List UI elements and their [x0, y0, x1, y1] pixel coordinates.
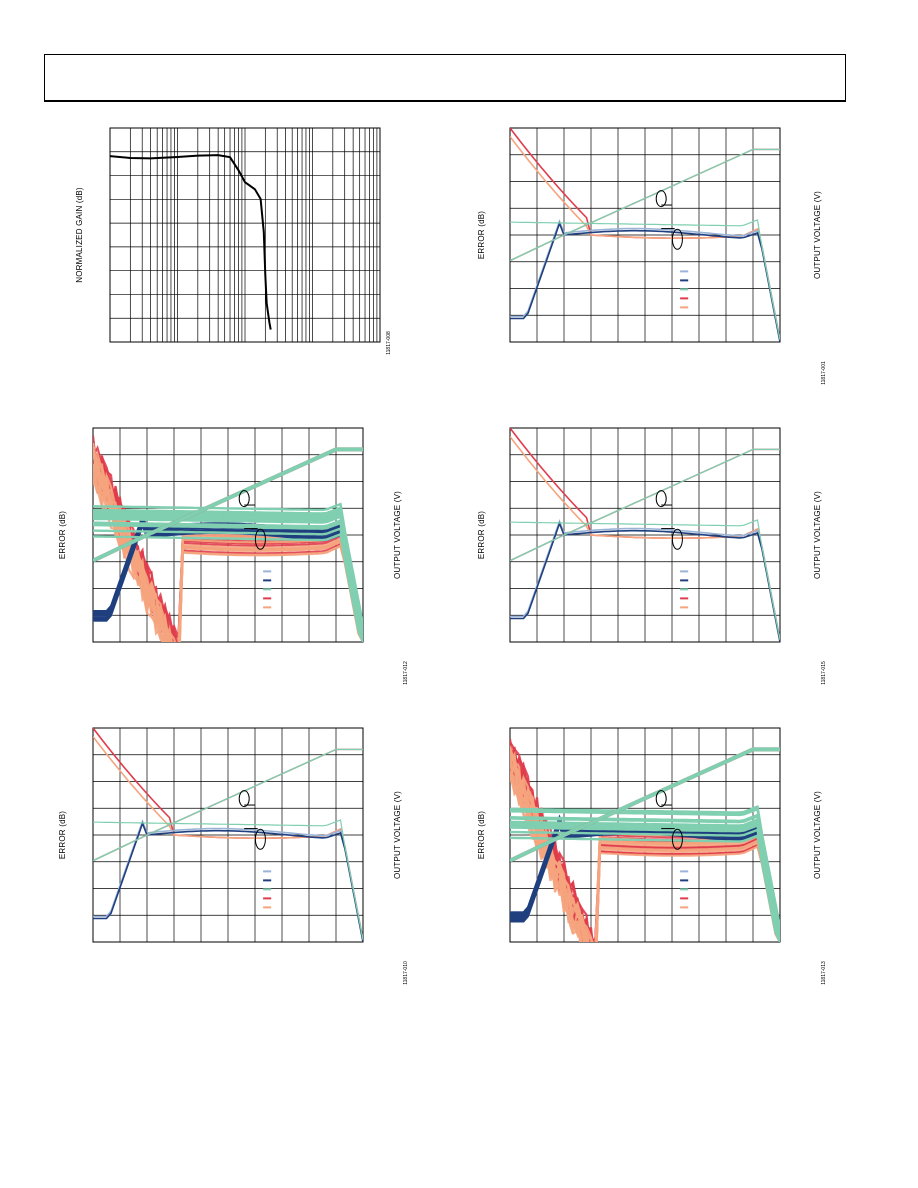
figure-id: 11817-015 [821, 661, 827, 685]
page-header-frame [44, 54, 846, 102]
series-line [510, 221, 780, 342]
series-line [93, 509, 363, 632]
series-line [510, 521, 780, 642]
series-line [93, 821, 363, 942]
y2-axis-label: OUTPUT VOLTAGE (V) [393, 791, 402, 879]
gain-curve [109, 154, 272, 330]
y-axis-label: NORMALIZED GAIN (dB) [75, 187, 84, 283]
figure-error-5: ERROR (dB) OUTPUT VOLTAGE (V) 11817-013 [470, 718, 840, 985]
y-axis-label: ERROR (dB) [477, 211, 486, 259]
series-group [93, 435, 363, 642]
series-line [510, 828, 780, 942]
chart-svg: ERROR (dB) OUTPUT VOLTAGE (V) 11817-010 [58, 727, 409, 985]
series-line [510, 519, 780, 641]
series-line [93, 819, 363, 941]
figure-id: 11817-008 [386, 331, 392, 355]
figure-id: 11817-001 [821, 361, 827, 385]
series-group [510, 738, 780, 942]
series-line [93, 442, 363, 642]
series-line [510, 805, 780, 927]
series-line [93, 506, 363, 628]
plot-area [509, 727, 781, 943]
chart-svg: ERROR (dB) OUTPUT VOLTAGE (V) 11817-015 [477, 427, 827, 685]
series-line [93, 508, 363, 630]
series-line [93, 473, 363, 642]
figure-id: 11817-013 [821, 961, 827, 985]
y2-axis-label: OUTPUT VOLTAGE (V) [813, 491, 822, 579]
series-line [93, 511, 363, 633]
annotation-ellipse-output [655, 190, 667, 208]
y2-axis-label: OUTPUT VOLTAGE (V) [813, 191, 822, 279]
plot-area [92, 727, 364, 943]
series-line [93, 736, 363, 941]
series-line [510, 807, 780, 929]
series-line [93, 515, 363, 637]
chart-svg: ERROR (dB) OUTPUT VOLTAGE (V) 11817-013 [477, 727, 827, 985]
series-line [510, 750, 780, 942]
figure-id: 11817-010 [403, 961, 409, 985]
plot-area [509, 127, 781, 343]
chart-svg: ERROR (dB) OUTPUT VOLTAGE (V) 11817-001 [477, 127, 827, 385]
y-axis-label: ERROR (dB) [58, 511, 67, 559]
figure-error-1: ERROR (dB) OUTPUT VOLTAGE (V) 11817-001 [470, 118, 840, 385]
figure-gain: NORMALIZED GAIN (dB) 11817-008 [60, 118, 400, 368]
y-axis-label: ERROR (dB) [477, 811, 486, 859]
plot-area [92, 427, 364, 643]
annotation-ellipse-error [671, 828, 683, 850]
gridlines [110, 128, 380, 342]
y-axis-label: ERROR (dB) [58, 811, 67, 859]
figure-id: 11817-012 [403, 661, 409, 685]
annotation-ellipse-output [238, 790, 250, 808]
annotation-ellipse-output [655, 790, 667, 808]
series-line [93, 437, 363, 642]
annotation-ellipse-error [671, 228, 683, 250]
chart-svg: ERROR (dB) OUTPUT VOLTAGE (V) 11817-012 [58, 427, 409, 685]
gridlines [93, 728, 363, 942]
annotation-ellipse-output [655, 490, 667, 508]
annotation-ellipse-error [254, 828, 266, 850]
y-axis-label: ERROR (dB) [477, 511, 486, 559]
series-line [93, 526, 363, 642]
plot-area [109, 127, 381, 343]
series-line [510, 820, 780, 942]
chart-svg: NORMALIZED GAIN (dB) 11817-008 [75, 127, 392, 355]
annotation-ellipse-output [238, 490, 250, 508]
series-line [510, 436, 780, 641]
series-line [93, 447, 363, 642]
figure-error-3: ERROR (dB) OUTPUT VOLTAGE (V) 11817-015 [470, 418, 840, 685]
series-line [510, 136, 780, 341]
plot-area [509, 427, 781, 643]
series-line [93, 513, 363, 636]
series-line [93, 521, 363, 642]
annotation-ellipse-error [254, 528, 266, 550]
series-line [93, 518, 363, 641]
series-line [93, 502, 363, 625]
series-line [510, 219, 780, 341]
series-line [510, 813, 780, 936]
y2-axis-label: OUTPUT VOLTAGE (V) [393, 491, 402, 579]
series-line [510, 822, 780, 942]
figure-error-2: ERROR (dB) OUTPUT VOLTAGE (V) 11817-012 [55, 418, 415, 685]
annotation-ellipse-error [671, 528, 683, 550]
figure-error-4: ERROR (dB) OUTPUT VOLTAGE (V) 11817-010 [55, 718, 415, 985]
series-line [510, 823, 780, 942]
y2-axis-label: OUTPUT VOLTAGE (V) [813, 791, 822, 879]
